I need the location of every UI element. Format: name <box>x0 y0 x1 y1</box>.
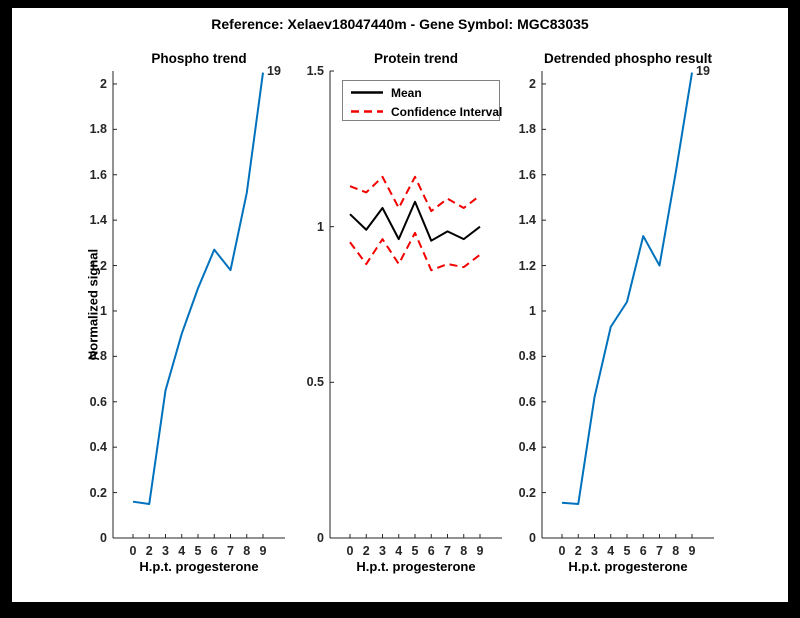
y-tick-label: 1 <box>529 303 536 318</box>
x-tick-label: 3 <box>379 544 386 558</box>
x-tick-label: 5 <box>623 544 631 558</box>
x-tick-label: 6 <box>639 544 647 558</box>
x-axis-label: H.p.t. progesterone <box>356 559 476 574</box>
endpoint-annotation: 19 <box>267 63 281 78</box>
x-tick-label: 7 <box>444 544 451 558</box>
y-tick-label: 1.8 <box>518 122 536 137</box>
plot-title: Phospho trend <box>151 51 247 66</box>
y-tick-label: 0.8 <box>518 349 536 364</box>
x-tick-label: 4 <box>395 544 403 558</box>
y-tick-label: 1.6 <box>89 167 107 182</box>
y-tick-label: 0.8 <box>89 349 107 364</box>
x-tick-label: 3 <box>591 544 598 558</box>
figure-title: Reference: Xelaev18047440m - Gene Symbol… <box>211 16 589 32</box>
y-tick-label: 1.2 <box>89 258 107 273</box>
y-tick-label: 1.2 <box>518 258 536 273</box>
x-tick-label: 2 <box>145 544 153 558</box>
y-tick-label: 0 <box>100 531 107 545</box>
y-tick-label: 0.6 <box>518 394 536 409</box>
legend: Mean Confidence Interval <box>342 80 503 121</box>
legend-entry-label: Mean <box>391 85 422 100</box>
x-tick-label: 0 <box>129 544 137 558</box>
x-tick-label: 9 <box>476 544 484 558</box>
plot-title: Protein trend <box>373 51 458 66</box>
legend-entry: Confidence Interval <box>343 102 503 121</box>
x-tick-label: 2 <box>362 544 370 558</box>
y-tick-label: 1.4 <box>89 213 107 228</box>
x-tick-label: 0 <box>346 544 354 558</box>
dashed-line-sample-icon <box>351 110 383 113</box>
y-tick-label: 1 <box>317 219 324 234</box>
x-tick-label: 7 <box>227 544 234 558</box>
x-tick-label: 3 <box>162 544 169 558</box>
y-tick-label: 2 <box>100 76 107 91</box>
y-tick-label: 0.2 <box>518 485 536 500</box>
x-axis-label: H.p.t. progesterone <box>139 559 259 574</box>
x-tick-label: 4 <box>607 544 615 558</box>
y-axis-label: Normalized signal <box>85 248 101 360</box>
endpoint-annotation: 19 <box>696 63 710 78</box>
y-tick-label: 0.2 <box>89 485 107 500</box>
legend-entry-label: Confidence Interval <box>391 104 503 119</box>
y-tick-label: 0.6 <box>89 394 107 409</box>
x-tick-label: 2 <box>574 544 582 558</box>
y-tick-label: 2 <box>529 76 536 91</box>
x-tick-label: 7 <box>656 544 663 558</box>
legend-entry: Mean <box>343 83 499 102</box>
y-tick-label: 0 <box>317 531 324 545</box>
x-tick-label: 9 <box>259 544 267 558</box>
x-tick-label: 5 <box>194 544 202 558</box>
x-tick-label: 5 <box>411 544 419 558</box>
x-tick-label: 8 <box>460 544 468 558</box>
y-tick-label: 1.8 <box>89 122 107 137</box>
x-tick-label: 6 <box>210 544 218 558</box>
x-axis-label: H.p.t. progesterone <box>568 559 688 574</box>
y-tick-label: 1.5 <box>306 64 324 78</box>
y-tick-label: 0 <box>529 531 536 545</box>
x-tick-label: 8 <box>243 544 251 558</box>
x-tick-label: 6 <box>427 544 435 558</box>
y-tick-label: 0.4 <box>89 440 107 455</box>
x-tick-label: 4 <box>178 544 186 558</box>
y-tick-label: 1.6 <box>518 167 536 182</box>
y-tick-label: 0.4 <box>518 440 536 455</box>
y-tick-label: 0.5 <box>306 375 324 390</box>
x-tick-label: 8 <box>672 544 680 558</box>
solid-line-sample-icon <box>351 91 383 94</box>
y-tick-label: 1 <box>100 303 107 318</box>
y-tick-label: 1.4 <box>518 213 536 228</box>
x-tick-label: 0 <box>558 544 566 558</box>
x-tick-label: 9 <box>688 544 696 558</box>
plot-title: Detrended phospho result <box>543 51 712 66</box>
